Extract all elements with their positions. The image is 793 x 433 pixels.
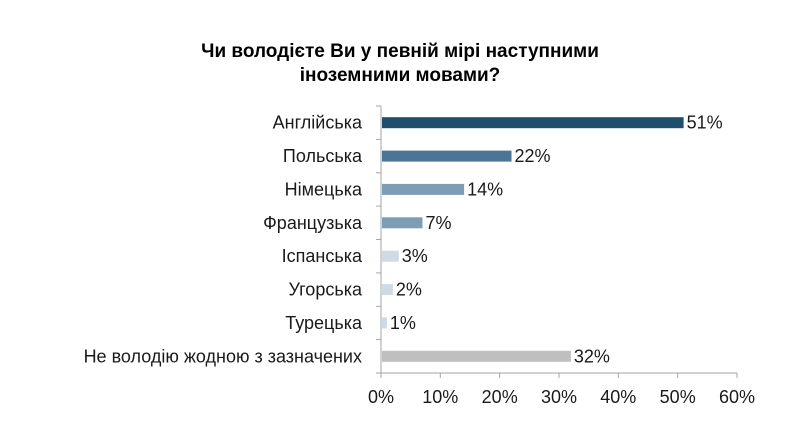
chart-title: Чи володієте Ви у певній мірі наступними… bbox=[201, 41, 599, 86]
bar bbox=[382, 217, 423, 229]
data-label: 1% bbox=[390, 313, 416, 333]
bar bbox=[382, 284, 393, 296]
data-label: 7% bbox=[426, 213, 452, 233]
data-label: 2% bbox=[396, 280, 422, 300]
x-tick-label: 60% bbox=[719, 387, 755, 407]
bar bbox=[382, 183, 465, 195]
data-label: 14% bbox=[467, 179, 503, 199]
data-label: 22% bbox=[515, 146, 551, 166]
data-label: 3% bbox=[402, 246, 428, 266]
bar bbox=[382, 350, 571, 362]
category-label: Турецька bbox=[285, 313, 363, 333]
x-tick-label: 0% bbox=[368, 387, 394, 407]
category-label: Англійська bbox=[273, 113, 363, 133]
category-label: Німецька bbox=[285, 179, 363, 199]
x-tick-label: 50% bbox=[660, 387, 696, 407]
data-label: 51% bbox=[687, 113, 723, 133]
category-label: Не володію жодною з зазначених bbox=[84, 346, 362, 366]
data-label: 32% bbox=[574, 346, 610, 366]
category-label: Угорська bbox=[289, 280, 363, 300]
bar bbox=[382, 250, 399, 262]
bar bbox=[382, 317, 387, 329]
x-tick-label: 20% bbox=[482, 387, 518, 407]
x-tick-label: 30% bbox=[541, 387, 577, 407]
category-label: Польська bbox=[283, 146, 363, 166]
category-label: Іспанська bbox=[282, 246, 363, 266]
x-tick-label: 40% bbox=[600, 387, 636, 407]
bar bbox=[382, 150, 512, 162]
category-label: Французька bbox=[263, 213, 363, 233]
bar bbox=[382, 117, 684, 129]
x-tick-label: 10% bbox=[422, 387, 458, 407]
